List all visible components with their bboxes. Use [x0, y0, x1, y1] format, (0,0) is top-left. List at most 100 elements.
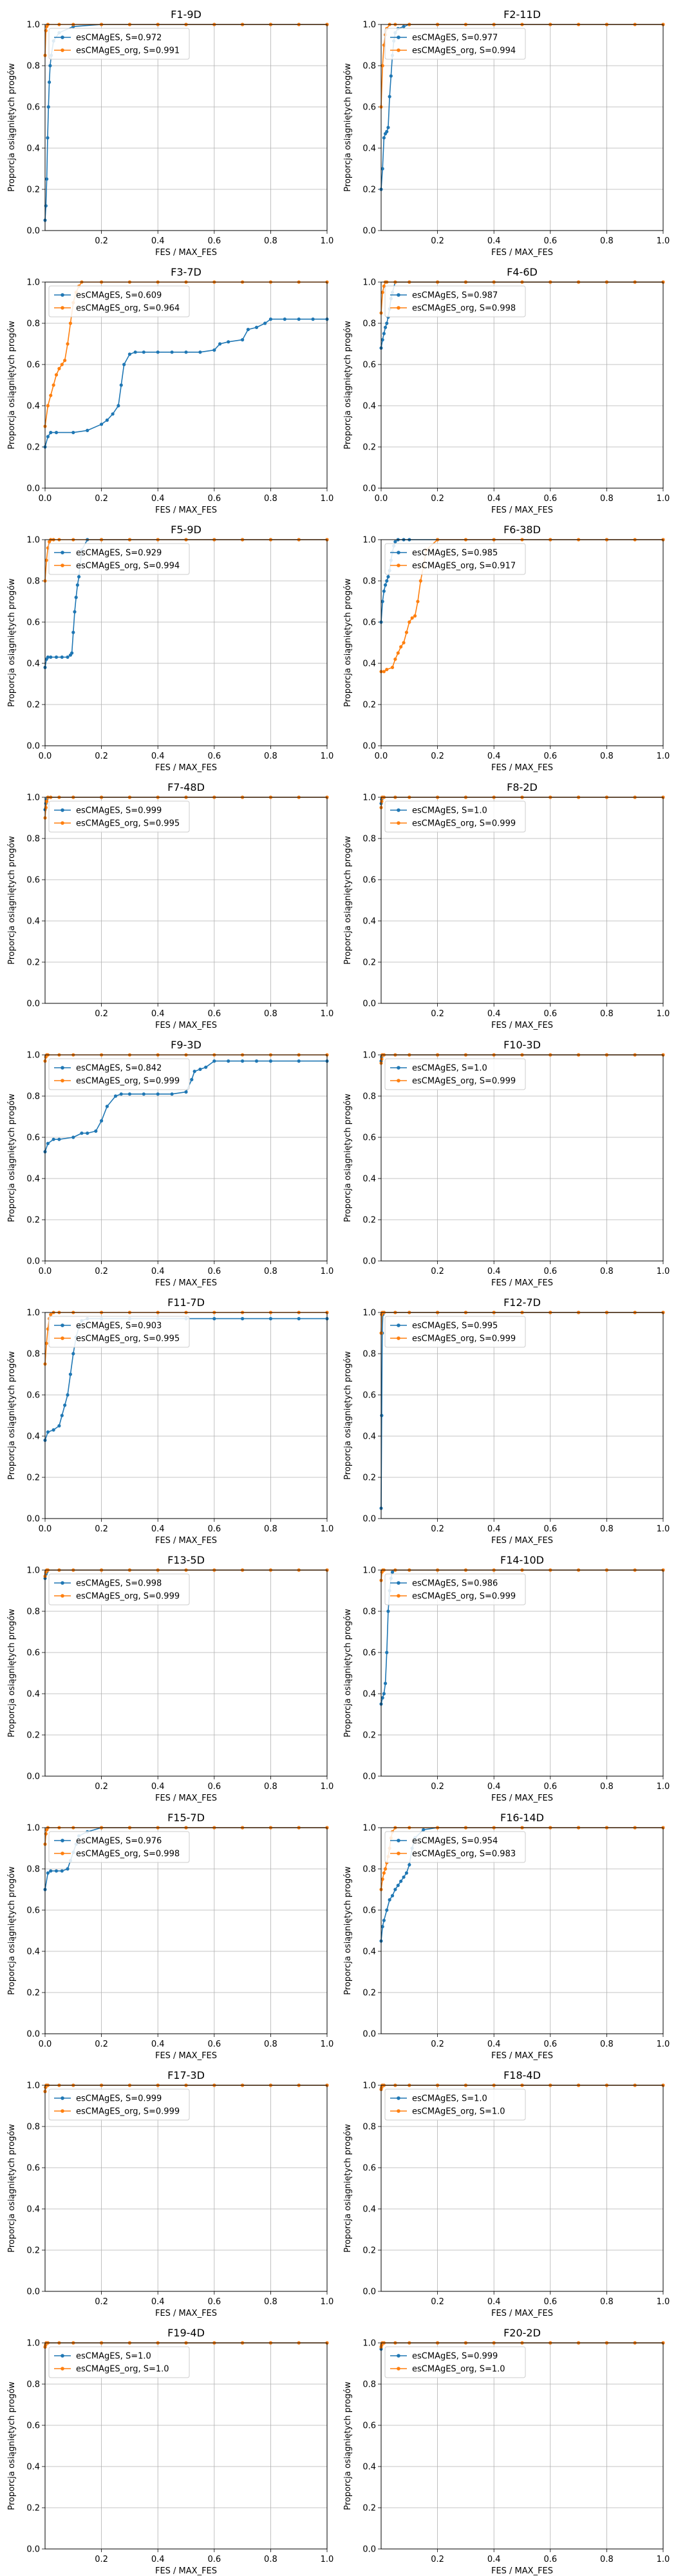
subplot-16: F16-14D 0.2 0.4 0.6 0.8 1.0 0.0 0.2 0.4 0.6 0.8 1.0…	[343, 1812, 670, 2061]
y-tick-label: 0.4	[26, 917, 40, 927]
legend-marker	[61, 2367, 64, 2371]
x-tick-label: 0.4	[487, 2555, 501, 2564]
data-point	[127, 1092, 131, 1096]
data-point	[382, 1918, 386, 1922]
y-tick-label: 1.0	[26, 21, 40, 30]
legend-marker	[397, 1594, 400, 1598]
y-tick-label: 0.8	[362, 2123, 376, 2132]
data-point	[198, 1067, 202, 1071]
x-axis-label: FES / MAX_FES	[491, 1794, 553, 1803]
data-point	[46, 1871, 50, 1875]
legend-box	[48, 285, 190, 317]
y-tick-label: 0.6	[26, 103, 40, 113]
y-tick-label: 0.4	[362, 1432, 376, 1442]
legend: esCMAgES, S=1.0 esCMAgES_org, S=0.999	[384, 800, 526, 833]
subplot-title: F15-7D	[167, 1812, 205, 1824]
subplot-title: F11-7D	[167, 1296, 205, 1309]
legend-marker	[61, 2354, 64, 2358]
data-point	[382, 1871, 386, 1875]
subplot-title: F17-3D	[167, 2069, 205, 2081]
legend-box	[48, 2088, 190, 2121]
legend-marker	[61, 1594, 64, 1598]
x-tick-label: 0.8	[264, 752, 277, 761]
data-point	[404, 1871, 409, 1875]
legend-entry-label: esCMAgES_org, S=0.999	[412, 1334, 516, 1344]
y-axis-label: Proporcja osiągniętych progów	[7, 836, 17, 965]
y-tick-label: 1.0	[362, 1051, 376, 1061]
data-point	[192, 1070, 196, 1074]
x-tick-label: 0.0	[39, 494, 52, 504]
subplot-title: F18-4D	[503, 2069, 541, 2081]
y-tick-label: 1.0	[362, 21, 376, 30]
y-axis-label: Proporcja osiągniętych progów	[7, 2382, 17, 2510]
y-tick-label: 0.0	[26, 1515, 40, 1524]
axes-frame	[380, 281, 664, 489]
data-point	[268, 317, 272, 321]
data-point	[57, 1424, 61, 1428]
legend-marker	[397, 306, 400, 310]
series-escmages	[43, 317, 329, 449]
legend-marker	[61, 1323, 64, 1327]
data-point	[254, 325, 259, 329]
y-tick-label: 0.2	[362, 1473, 376, 1483]
y-tick-label: 0.4	[362, 2205, 376, 2215]
y-axis-label: Proporcja osiągniętych progów	[7, 1609, 17, 1738]
subplot-20: F20-2D 0.2 0.4 0.6 0.8 1.0 0.0 0.2 0.4 0.6 0.8 1.0 F…	[343, 2327, 670, 2576]
data-point	[66, 655, 70, 659]
data-point	[389, 74, 393, 78]
y-tick-label: 1.0	[26, 278, 40, 288]
legend: esCMAgES, S=0.977 esCMAgES_org, S=0.994	[384, 28, 526, 60]
legend-entry-label: esCMAgES, S=0.986	[412, 1579, 498, 1589]
x-tick-label: 0.4	[151, 2040, 165, 2049]
y-tick-label: 0.8	[26, 577, 40, 587]
data-point	[122, 363, 126, 366]
x-tick-label: 0.6	[543, 752, 557, 761]
y-tick-label: 1.0	[26, 793, 40, 803]
x-tick-label: 0.4	[151, 236, 165, 246]
data-point	[127, 352, 131, 356]
data-point	[44, 1341, 48, 1345]
subplot-title: F7-48D	[167, 781, 205, 793]
legend-entry-label: esCMAgES, S=0.903	[76, 1321, 162, 1331]
legend: esCMAgES, S=0.929 esCMAgES_org, S=0.994	[48, 543, 190, 575]
x-tick-label: 0.4	[487, 1009, 501, 1019]
y-tick-label: 0.0	[26, 227, 40, 236]
data-point	[57, 1137, 61, 1141]
y-tick-label: 0.8	[362, 577, 376, 587]
legend-entry-label: esCMAgES_org, S=0.999	[412, 1592, 516, 1602]
x-axis-label: FES / MAX_FES	[491, 2051, 553, 2061]
legend-entry-label: esCMAgES, S=0.609	[76, 291, 162, 301]
x-tick-label: 1.0	[321, 2040, 334, 2049]
data-point	[390, 1570, 395, 1574]
y-tick-label: 0.8	[362, 319, 376, 329]
data-point	[52, 383, 55, 387]
legend-box	[384, 2346, 526, 2378]
y-tick-label: 0.2	[26, 1473, 40, 1483]
y-axis-label: Proporcja osiągniętych progów	[343, 2124, 353, 2253]
y-tick-label: 1.0	[362, 2339, 376, 2349]
y-tick-label: 0.8	[26, 1092, 40, 1102]
data-point	[46, 655, 50, 659]
x-tick-label: 0.2	[431, 2555, 444, 2564]
data-point	[388, 1898, 391, 1902]
subplot-9: F9-3D 0.0 0.2 0.4 0.6 0.8 1.0 0.0 0.2 0.4 0.6 0.8 1.…	[7, 1039, 333, 1288]
legend: esCMAgES, S=0.999 esCMAgES_org, S=1.0	[384, 2346, 526, 2378]
x-tick-label: 0.2	[95, 236, 108, 246]
x-tick-label: 0.2	[95, 1782, 108, 1792]
y-tick-label: 1.0	[362, 2081, 376, 2091]
x-tick-label: 1.0	[657, 2040, 670, 2049]
data-point	[388, 95, 391, 99]
data-point	[44, 806, 48, 810]
axes-frame	[44, 1312, 328, 1519]
data-point	[74, 596, 78, 600]
data-point	[385, 579, 389, 583]
data-point	[48, 64, 52, 68]
y-tick-label: 0.6	[362, 1133, 376, 1143]
x-tick-label: 1.0	[657, 2297, 670, 2307]
legend-box	[48, 28, 190, 60]
y-tick-label: 0.2	[26, 185, 40, 195]
x-tick-label: 0.4	[151, 2555, 165, 2564]
x-axis-label: FES / MAX_FES	[155, 1278, 217, 1288]
data-point	[402, 24, 406, 28]
